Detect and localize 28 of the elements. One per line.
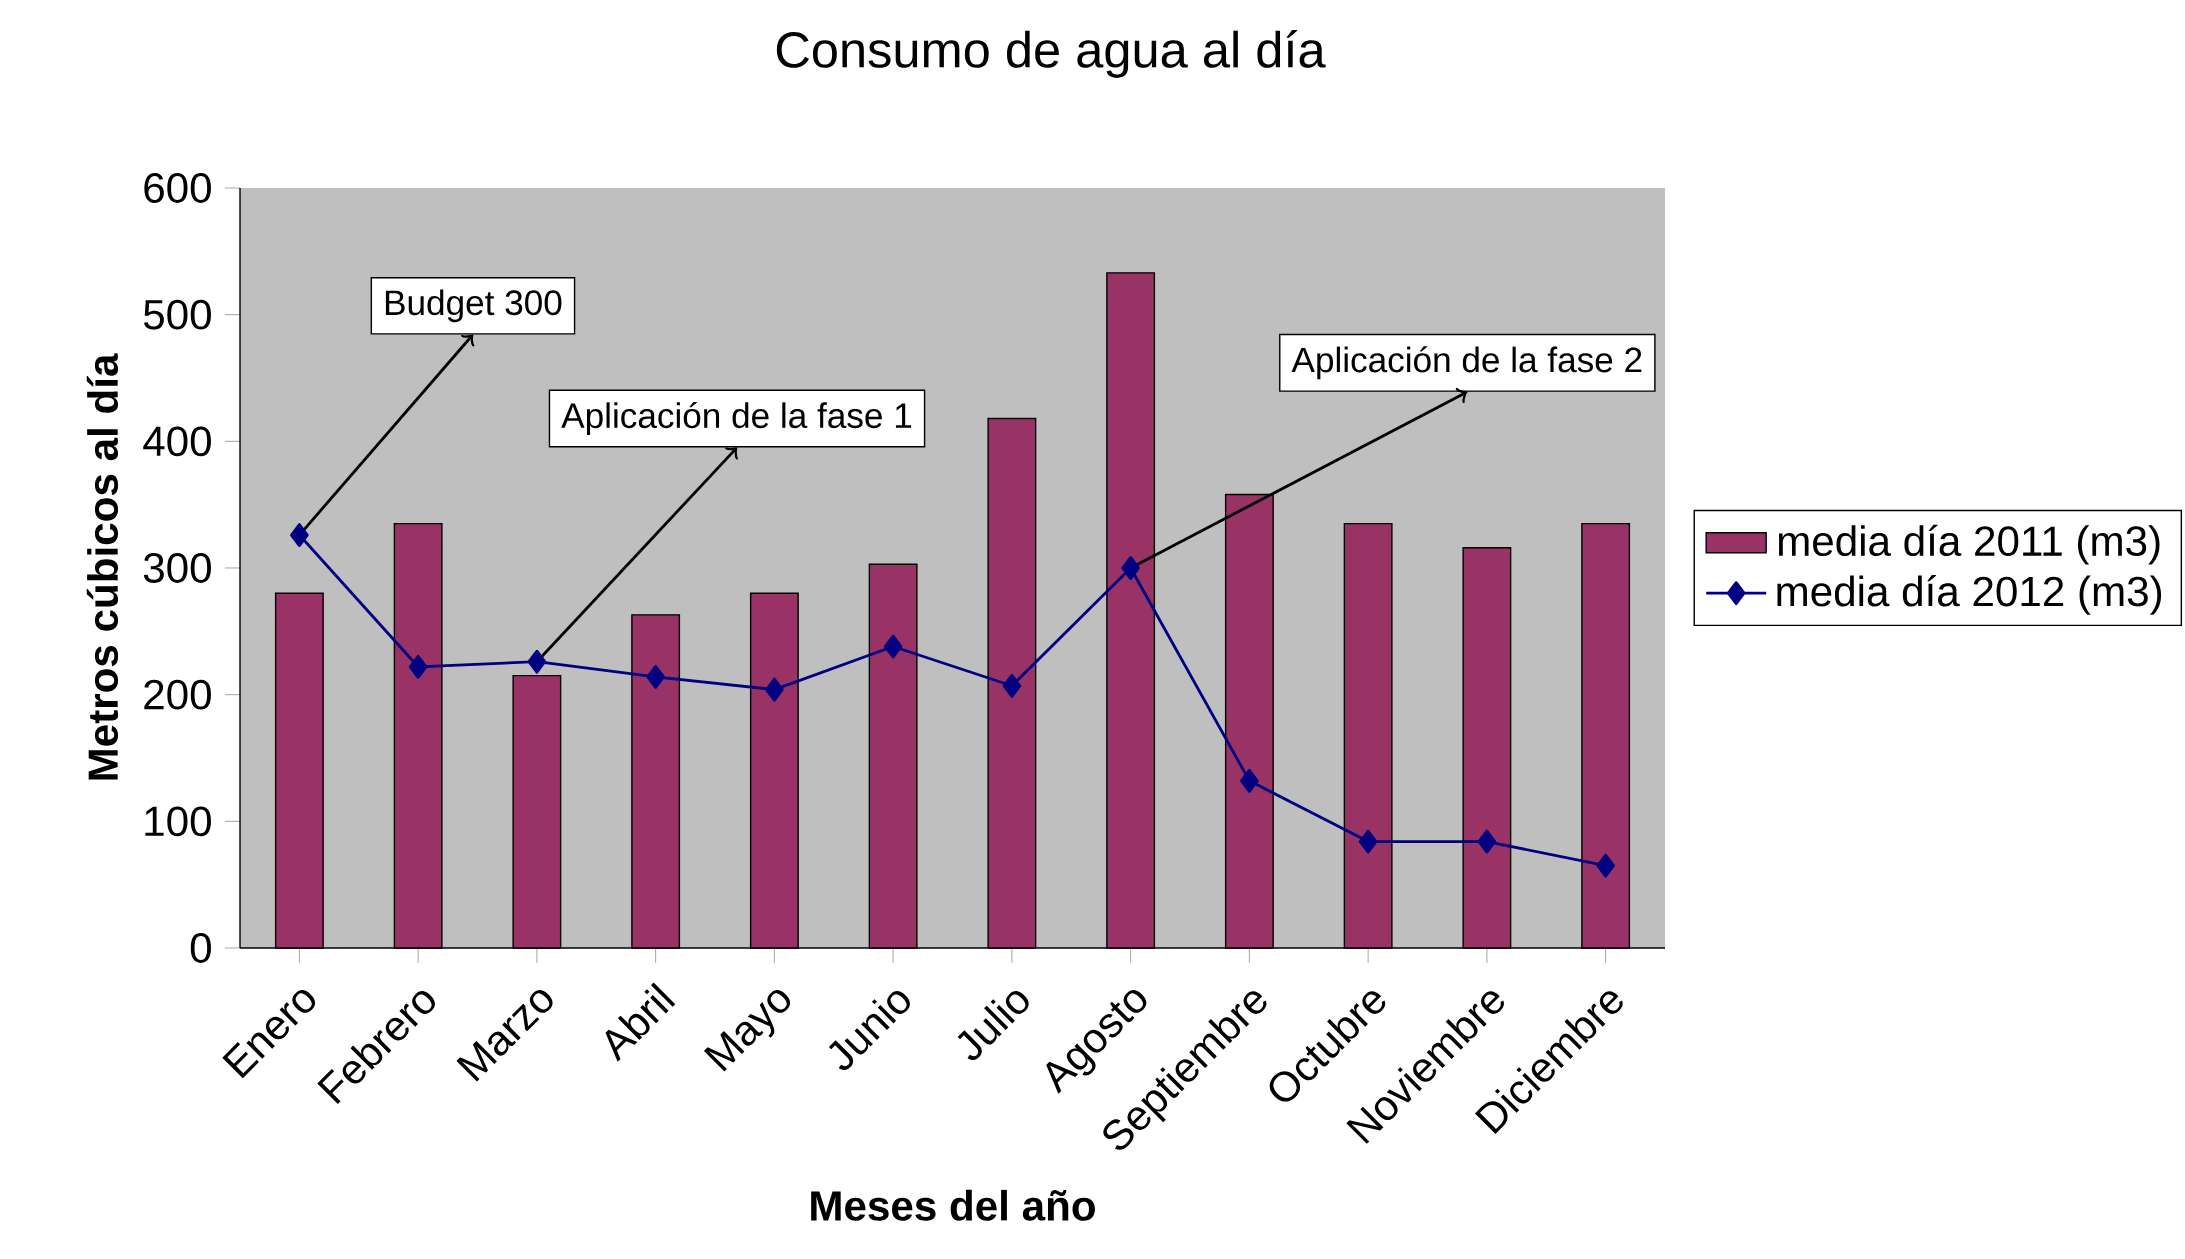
annotation: Aplicación de la fase 2 xyxy=(1291,346,1642,380)
annotation: Aplicación de la fase 1 xyxy=(561,401,912,436)
y-tick-label: 500 xyxy=(143,299,211,330)
y-tick-label: 100 xyxy=(145,806,211,837)
point xyxy=(883,634,903,659)
legend-label: media día 2012 (m3) xyxy=(1777,575,2162,615)
point xyxy=(527,649,547,674)
y-axis-title: Metros cúbicos al día xyxy=(86,353,119,780)
y-tick-label: 0 xyxy=(190,933,211,963)
point xyxy=(646,664,665,689)
legend-label: media día 2011 (m3) xyxy=(1778,524,2160,565)
point xyxy=(765,677,784,702)
x-axis-title: Meses del año xyxy=(811,1189,1095,1221)
x-tick-label: Julio xyxy=(957,991,1029,1060)
annotation: Budget 300 xyxy=(385,289,562,323)
point xyxy=(1596,853,1615,878)
y-tick-label: 200 xyxy=(144,679,211,710)
y-tick-label: 600 xyxy=(144,173,211,203)
point xyxy=(290,523,309,548)
y-tick-label: 300 xyxy=(143,553,211,583)
point xyxy=(1240,768,1259,793)
point xyxy=(1121,556,1140,580)
y-tick-label: 400 xyxy=(143,426,211,457)
point xyxy=(1358,829,1378,854)
point xyxy=(408,654,428,679)
point xyxy=(1002,673,1022,698)
chart-title: Consumo de agua al día xyxy=(776,30,1326,78)
point xyxy=(1477,829,1497,854)
